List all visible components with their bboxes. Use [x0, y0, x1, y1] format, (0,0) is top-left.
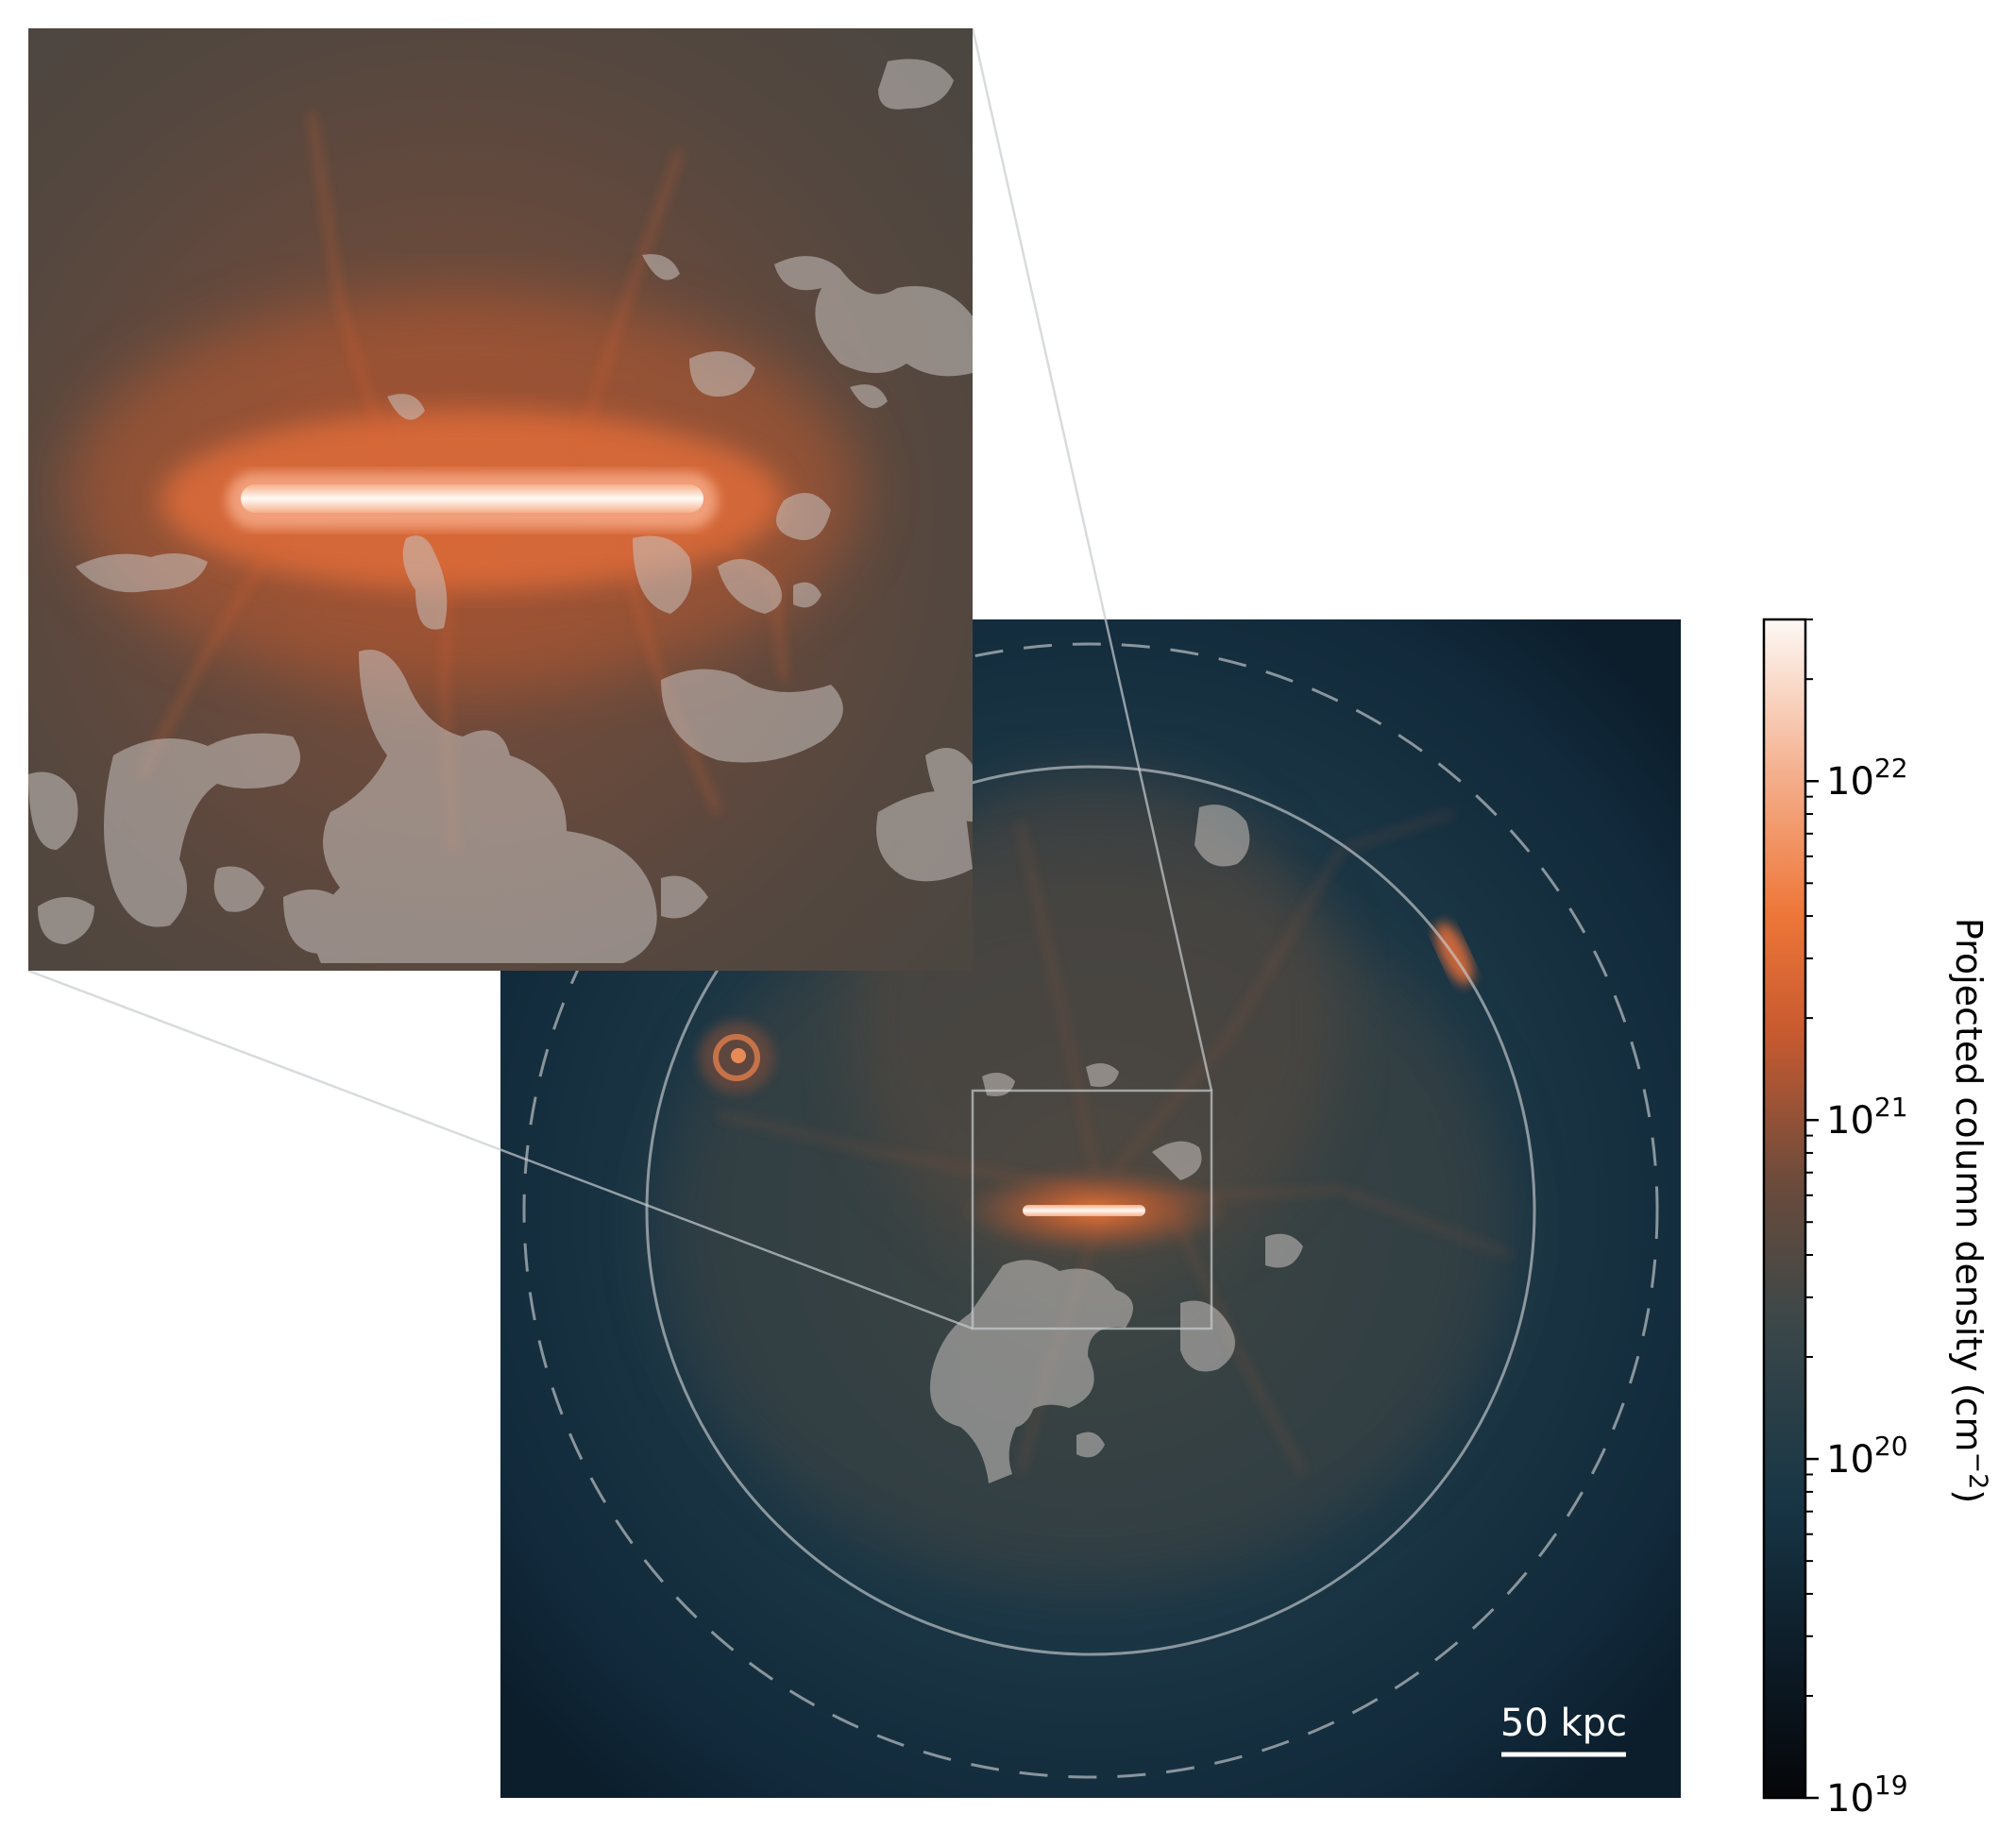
inset-disk-core: [241, 484, 703, 513]
scale-bar-label: 50 kpc: [1500, 1702, 1627, 1745]
colorbar-tick-label: 1022: [1826, 753, 1908, 804]
colorbar-tick-exponent: 19: [1874, 1770, 1908, 1801]
colorbar-tick-base: 10: [1826, 760, 1874, 804]
colorbar-tick-base: 10: [1826, 1099, 1874, 1143]
colorbar-gradient: [1762, 618, 1807, 1800]
outer-dashed-circle: [522, 642, 1659, 1779]
inset-panel: [28, 28, 973, 971]
colorbar-tick-label: 1019: [1826, 1770, 1908, 1821]
colorbar-tick-exponent: 20: [1874, 1431, 1908, 1462]
colorbar-tick-base: 10: [1826, 1438, 1874, 1482]
zoom-connector-top: [971, 27, 1213, 1092]
colorbar-tick-label: 1020: [1826, 1431, 1908, 1482]
inset-overlay-patches: [28, 59, 973, 963]
colorbar-tick-base: 10: [1826, 1777, 1874, 1821]
colorbar-tick-exponent: 21: [1874, 1092, 1908, 1123]
colorbar-tick-label: 1021: [1826, 1092, 1908, 1143]
colorbar-tick-exponent: 22: [1874, 753, 1908, 784]
virial-radius-circle: [645, 765, 1536, 1656]
zoom-region-box: [971, 1089, 1213, 1330]
colorbar-title: Projected column density (cm−2): [1948, 918, 1992, 1503]
zoom-connector-bottom: [27, 969, 974, 1330]
main-overlay-patches: [930, 805, 1303, 1483]
central-disk: [1023, 1205, 1145, 1216]
satellite-spiral: [699, 1022, 774, 1093]
